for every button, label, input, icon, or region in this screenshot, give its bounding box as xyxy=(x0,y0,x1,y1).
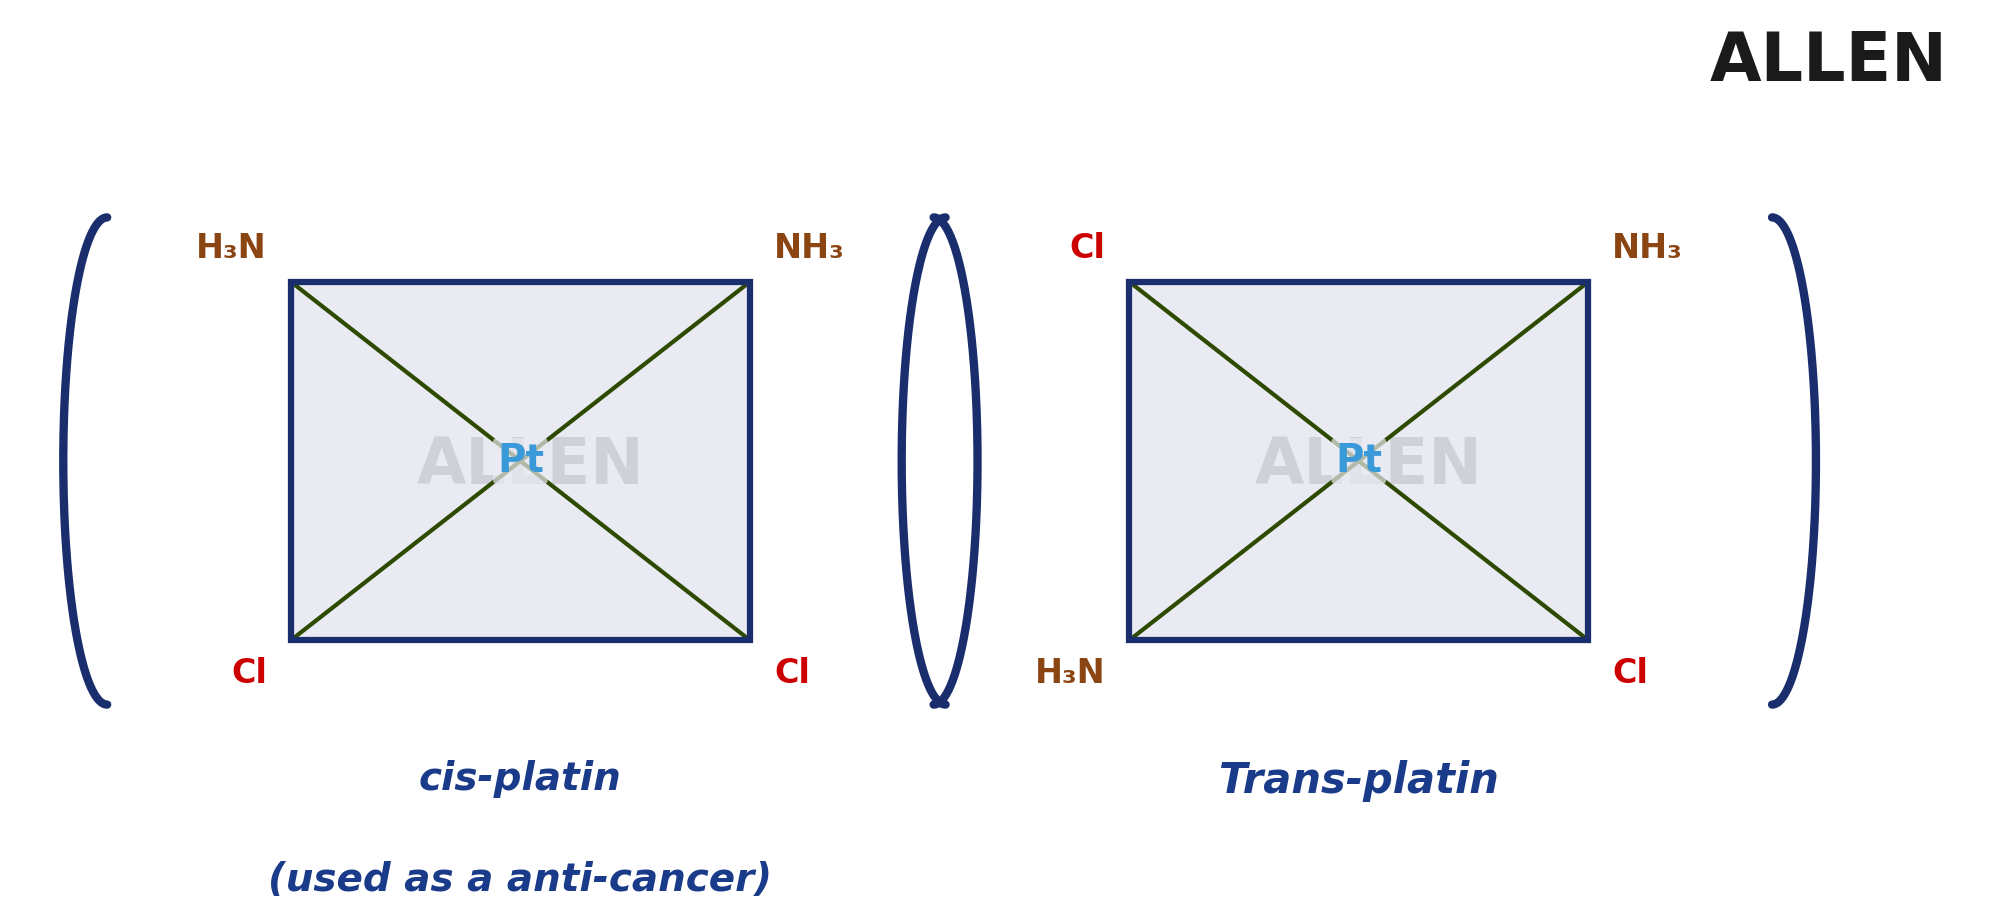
Text: ALLEN: ALLEN xyxy=(1255,434,1483,497)
Text: Pt: Pt xyxy=(498,442,543,480)
Bar xyxy=(290,282,749,640)
Text: (used as a anti-cancer): (used as a anti-cancer) xyxy=(268,861,771,899)
Text: Cl: Cl xyxy=(1612,656,1648,690)
Bar xyxy=(290,282,749,640)
Text: H₃N: H₃N xyxy=(1035,656,1105,690)
Text: cis-platin: cis-platin xyxy=(420,760,621,798)
Text: Cl: Cl xyxy=(232,656,268,690)
Text: Pt: Pt xyxy=(1335,442,1383,480)
Text: Cl: Cl xyxy=(773,656,809,690)
Text: H₃N: H₃N xyxy=(196,232,268,266)
Bar xyxy=(1129,282,1588,640)
Text: ALLEN: ALLEN xyxy=(1708,29,1946,95)
Text: Cl: Cl xyxy=(1069,232,1105,266)
Text: NH₃: NH₃ xyxy=(1612,232,1682,266)
Text: NH₃: NH₃ xyxy=(773,232,845,266)
Text: ALLEN: ALLEN xyxy=(416,434,643,497)
Bar xyxy=(1129,282,1588,640)
Text: Trans-platin: Trans-platin xyxy=(1219,760,1498,802)
